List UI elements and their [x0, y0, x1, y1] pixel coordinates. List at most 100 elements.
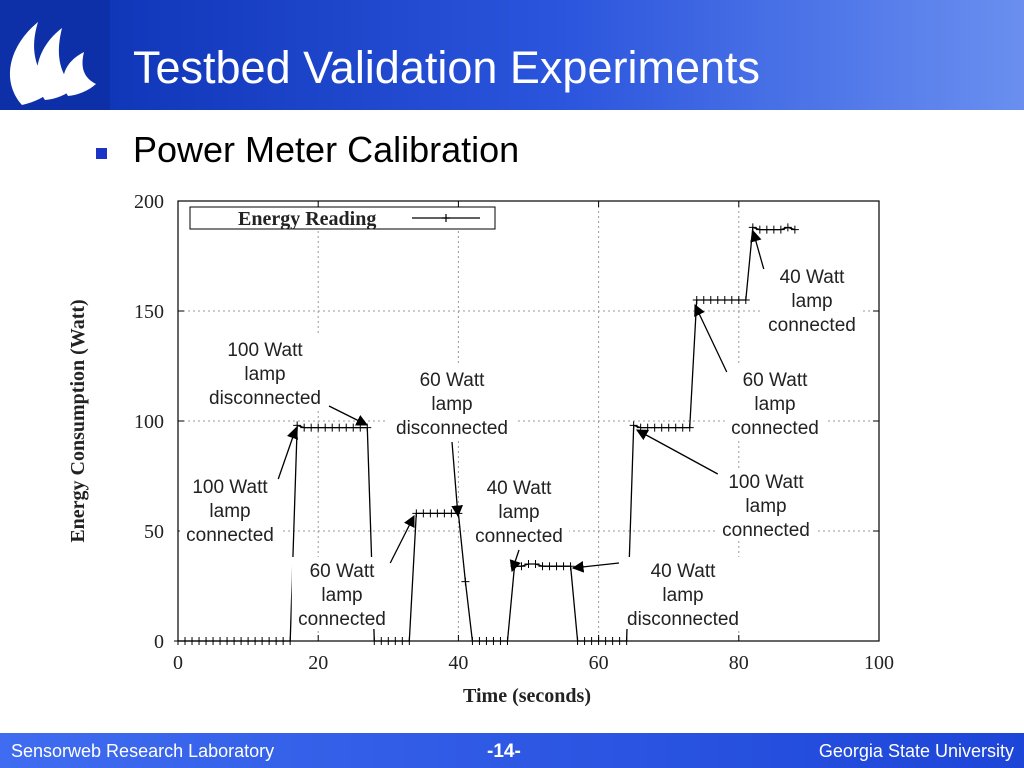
annotation-bg	[179, 473, 281, 545]
data-point	[398, 637, 407, 645]
y-tick-label: 0	[154, 631, 164, 653]
annotation-line: connected	[298, 609, 386, 630]
annotation: 60 Watt lamp connected	[694, 303, 826, 439]
data-point	[195, 637, 204, 645]
data-point	[734, 296, 743, 304]
data-point	[300, 423, 309, 432]
data-point	[251, 637, 260, 645]
data-point	[475, 637, 484, 645]
data-point	[790, 225, 799, 234]
data-point	[552, 562, 561, 571]
x-axis-label: Time (seconds)	[463, 685, 591, 707]
data-point	[664, 423, 673, 432]
data-point	[272, 637, 281, 645]
data-point	[615, 637, 624, 645]
data-point	[468, 637, 477, 645]
legend-marker	[442, 214, 450, 222]
annotation-line: 60 Watt	[310, 561, 375, 582]
annotation: 60 Watt lamp connected	[291, 514, 415, 630]
data-point	[419, 509, 428, 518]
data-point	[517, 562, 526, 571]
x-tick-label: 0	[173, 652, 183, 674]
annotation-arrow	[389, 514, 415, 564]
data-point	[384, 637, 393, 645]
annotation-line: lamp	[662, 585, 703, 606]
data-point	[370, 637, 379, 645]
energy-chart: 0 20 40 60 80 100 0 50 100 150 200 100 Watt lamp dis…	[67, 191, 894, 707]
data-point	[286, 637, 295, 645]
data-point	[279, 637, 288, 645]
data-point	[762, 225, 771, 234]
data-point	[720, 296, 729, 304]
annotation-arrow	[750, 229, 765, 270]
data-point	[727, 296, 736, 304]
data-point	[314, 423, 323, 432]
footer-university: Georgia State University	[818, 741, 1014, 761]
annotation: 60 Watt lamp disconnected	[386, 366, 518, 518]
data-point	[489, 637, 498, 645]
annotation-bg	[468, 474, 570, 546]
annotation-line: 100 Watt	[227, 340, 303, 361]
data-point	[307, 423, 316, 432]
data-point	[482, 637, 491, 645]
bullet-text: Power Meter Calibration	[133, 129, 520, 170]
data-point	[671, 423, 680, 432]
data-point	[503, 637, 512, 645]
y-tick-label: 200	[134, 191, 164, 213]
annotation-line: lamp	[431, 394, 472, 415]
y-axis-label: Energy Consumption (Watt)	[67, 299, 89, 542]
data-point	[783, 223, 792, 232]
x-tick-label: 80	[729, 652, 749, 674]
data-point	[643, 423, 652, 432]
annotation-line: lamp	[209, 501, 250, 522]
data-point	[174, 637, 182, 645]
data-point	[685, 423, 694, 432]
legend-label: Energy Reading	[238, 208, 376, 230]
data-point	[692, 296, 701, 304]
data-point	[440, 509, 449, 518]
slide-title: Testbed Validation Experiments	[133, 42, 761, 93]
data-point	[601, 637, 610, 645]
data-point	[566, 562, 575, 571]
data-point	[433, 509, 442, 518]
data-point	[657, 423, 666, 432]
data-point	[559, 562, 568, 571]
x-tick-label: 100	[864, 652, 894, 674]
data-point	[328, 423, 337, 432]
series-energy-reading	[174, 223, 799, 645]
annotation-bg	[617, 557, 749, 629]
annotation-line: lamp	[321, 585, 362, 606]
data-point	[545, 562, 554, 571]
data-point	[412, 509, 421, 518]
slide-header: Testbed Validation Experiments	[0, 0, 1024, 110]
annotation-line: connected	[722, 520, 810, 541]
data-point	[202, 637, 211, 645]
annotation-line: connected	[731, 418, 819, 439]
data-point	[524, 560, 533, 568]
annotation: 100 Watt lamp connected	[179, 426, 299, 546]
annotation-line: 40 Watt	[651, 561, 716, 582]
annotation-line: connected	[475, 526, 563, 547]
data-point	[650, 423, 659, 432]
annotation-arrow	[451, 441, 463, 518]
data-point	[538, 562, 547, 571]
data-point	[321, 423, 330, 432]
annotation: 100 Watt lamp disconnected	[199, 336, 369, 426]
annotation-line: connected	[768, 315, 856, 336]
data-point	[531, 560, 540, 568]
data-point	[209, 637, 218, 645]
slide-footer: Sensorweb Research Laboratory -14- Georg…	[0, 733, 1024, 768]
annotation-line: lamp	[244, 364, 285, 385]
annotation-line: lamp	[745, 496, 786, 517]
data-point	[265, 637, 274, 645]
data-point	[741, 296, 750, 304]
y-tick-label: 50	[144, 521, 164, 543]
data-point	[188, 637, 197, 645]
annotation-arrow	[694, 303, 728, 373]
annotation-arrow	[509, 549, 521, 573]
annotation-bg	[199, 336, 331, 408]
data-point	[237, 637, 246, 645]
data-point	[748, 223, 757, 232]
annotation-line: 100 Watt	[192, 477, 268, 498]
annotation-line: disconnected	[396, 418, 508, 439]
